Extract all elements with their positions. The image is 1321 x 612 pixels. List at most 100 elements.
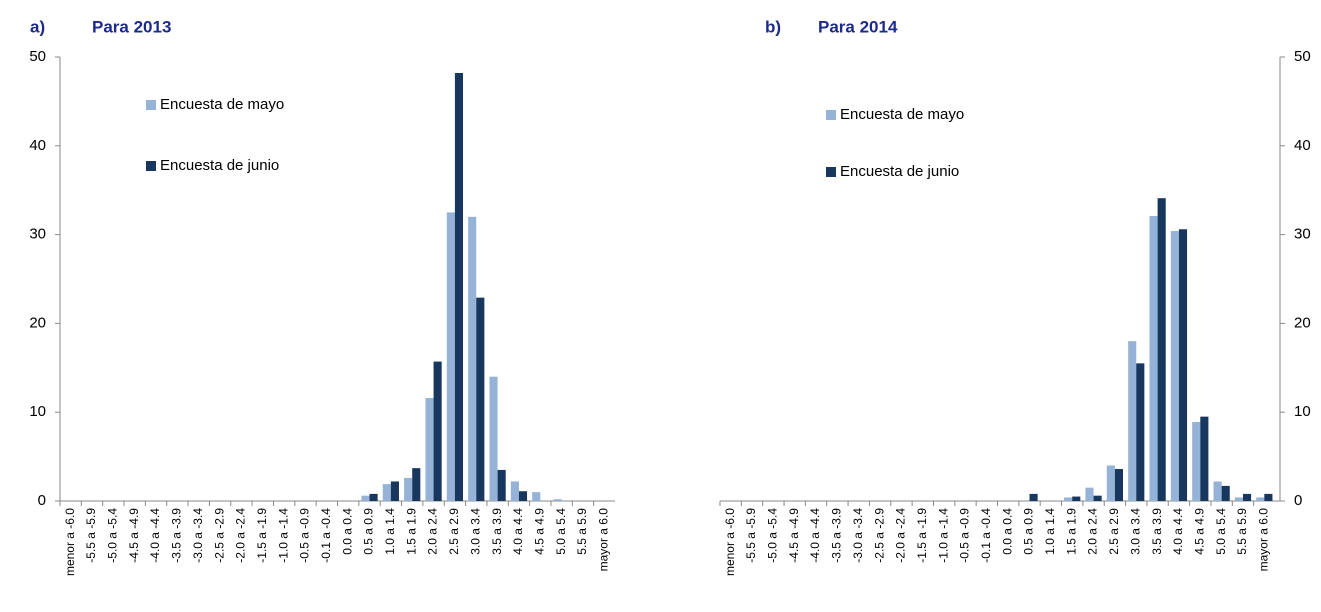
x-tick-label: 1.5 a 1.9 — [404, 508, 418, 555]
x-tick-label: 4.0 a 4.4 — [1171, 508, 1185, 555]
bar — [489, 376, 498, 501]
bar — [476, 297, 485, 501]
bar — [1200, 416, 1209, 501]
bar — [390, 481, 399, 501]
x-tick-label: -0.5 a -0.9 — [298, 508, 312, 563]
legend-label: Encuesta de junio — [840, 163, 959, 180]
x-tick-label: -1.5 a -1.9 — [255, 508, 269, 563]
bar — [1264, 493, 1273, 501]
bar — [1136, 363, 1145, 501]
bar — [404, 477, 413, 501]
y-tick-label: 0 — [1294, 492, 1302, 509]
x-tick-label: -4.0 a -4.4 — [148, 508, 162, 563]
legend-swatch — [826, 167, 836, 177]
x-tick-label: 3.5 a 3.9 — [1150, 508, 1164, 555]
y-tick-label: 0 — [38, 492, 46, 509]
x-tick-label: 3.0 a 3.4 — [1128, 508, 1142, 555]
panel-label: a) — [30, 17, 45, 36]
bar — [1192, 421, 1201, 501]
x-tick-label: -5.0 a -5.4 — [766, 508, 780, 563]
x-tick-label: 3.0 a 3.4 — [468, 508, 482, 555]
bar — [1106, 465, 1115, 501]
bar — [1093, 495, 1102, 501]
bar — [1157, 198, 1166, 501]
panel-label: b) — [765, 17, 781, 36]
bar — [1064, 497, 1073, 501]
x-tick-label: -5.5 a -5.9 — [744, 508, 758, 563]
bar — [1072, 496, 1081, 501]
x-tick-label: 5.5 a 5.9 — [575, 508, 589, 555]
chart-title: Para 2014 — [818, 17, 898, 36]
bar — [369, 493, 378, 501]
x-tick-label: -3.5 a -3.9 — [830, 508, 844, 563]
x-tick-label: 0.5 a 0.9 — [1022, 508, 1036, 555]
y-tick-label: 50 — [29, 48, 46, 65]
y-tick-label: 20 — [1294, 314, 1311, 331]
x-tick-label: menor a -6.0 — [63, 508, 77, 576]
bar — [1242, 493, 1252, 501]
bar — [1114, 469, 1124, 501]
x-tick-label: 4.5 a 4.9 — [1192, 508, 1206, 555]
y-tick-label: 10 — [29, 403, 46, 420]
x-tick-label: -4.5 a -4.9 — [787, 508, 801, 563]
bar — [532, 492, 541, 501]
x-tick-label: -2.0 a -2.4 — [894, 508, 908, 563]
bar — [518, 491, 528, 501]
x-tick-label: 5.0 a 5.4 — [554, 508, 568, 555]
x-tick-label: 0.5 a 0.9 — [362, 508, 376, 555]
bar — [1029, 493, 1038, 501]
x-tick-label: 5.5 a 5.9 — [1235, 508, 1249, 555]
legend-label: Encuesta de mayo — [160, 96, 284, 113]
x-tick-label: 0.0 a 0.4 — [1000, 508, 1014, 555]
x-tick-label: -5.5 a -5.9 — [84, 508, 98, 563]
bar — [1234, 497, 1243, 501]
x-tick-label: 4.5 a 4.9 — [532, 508, 546, 555]
x-tick-label: 0.0 a 0.4 — [340, 508, 354, 555]
bar — [1170, 231, 1179, 501]
y-tick-label: 10 — [1294, 403, 1311, 420]
x-tick-label: -4.0 a -4.4 — [808, 508, 822, 563]
x-tick-label: 1.5 a 1.9 — [1064, 508, 1078, 555]
y-tick-label: 40 — [1294, 137, 1311, 154]
bar — [510, 481, 519, 501]
y-tick-label: 50 — [1294, 48, 1311, 65]
y-tick-label: 30 — [1294, 226, 1311, 243]
x-tick-label: 1.0 a 1.4 — [383, 508, 397, 555]
bar — [433, 361, 442, 501]
bar — [382, 484, 391, 501]
y-tick-label: 30 — [29, 226, 46, 243]
x-tick-label: 3.5 a 3.9 — [490, 508, 504, 555]
legend-swatch — [146, 100, 156, 110]
x-tick-label: -5.0 a -5.4 — [106, 508, 120, 563]
x-tick-label: 1.0 a 1.4 — [1043, 508, 1057, 555]
x-tick-label: 2.5 a 2.9 — [447, 508, 461, 555]
bar — [361, 495, 370, 501]
bar — [1149, 215, 1158, 501]
bar — [468, 216, 477, 501]
legend-swatch — [146, 161, 156, 171]
x-tick-label: 2.0 a 2.4 — [1086, 508, 1100, 555]
bar — [454, 72, 464, 501]
x-tick-label: -3.0 a -3.4 — [851, 508, 865, 563]
x-tick-label: -3.5 a -3.9 — [170, 508, 184, 563]
bar — [1128, 341, 1137, 501]
legend-swatch — [826, 110, 836, 120]
x-tick-label: -2.0 a -2.4 — [234, 508, 248, 563]
x-tick-label: -0.1 a -0.4 — [979, 508, 993, 563]
x-tick-label: mayor a 6.0 — [1256, 508, 1270, 572]
x-tick-label: 5.0 a 5.4 — [1214, 508, 1228, 555]
bar — [446, 212, 455, 501]
chart-title: Para 2013 — [92, 17, 171, 36]
x-tick-label: -0.5 a -0.9 — [958, 508, 972, 563]
bar — [425, 397, 434, 501]
x-tick-label: -4.5 a -4.9 — [127, 508, 141, 563]
bar — [412, 468, 421, 501]
x-tick-label: 4.0 a 4.4 — [511, 508, 525, 555]
bar — [553, 499, 562, 501]
x-tick-label: -2.5 a -2.9 — [212, 508, 226, 563]
bar — [1213, 481, 1222, 501]
x-tick-label: 2.0 a 2.4 — [426, 508, 440, 555]
bar — [1256, 497, 1265, 501]
x-tick-label: -0.1 a -0.4 — [319, 508, 333, 563]
